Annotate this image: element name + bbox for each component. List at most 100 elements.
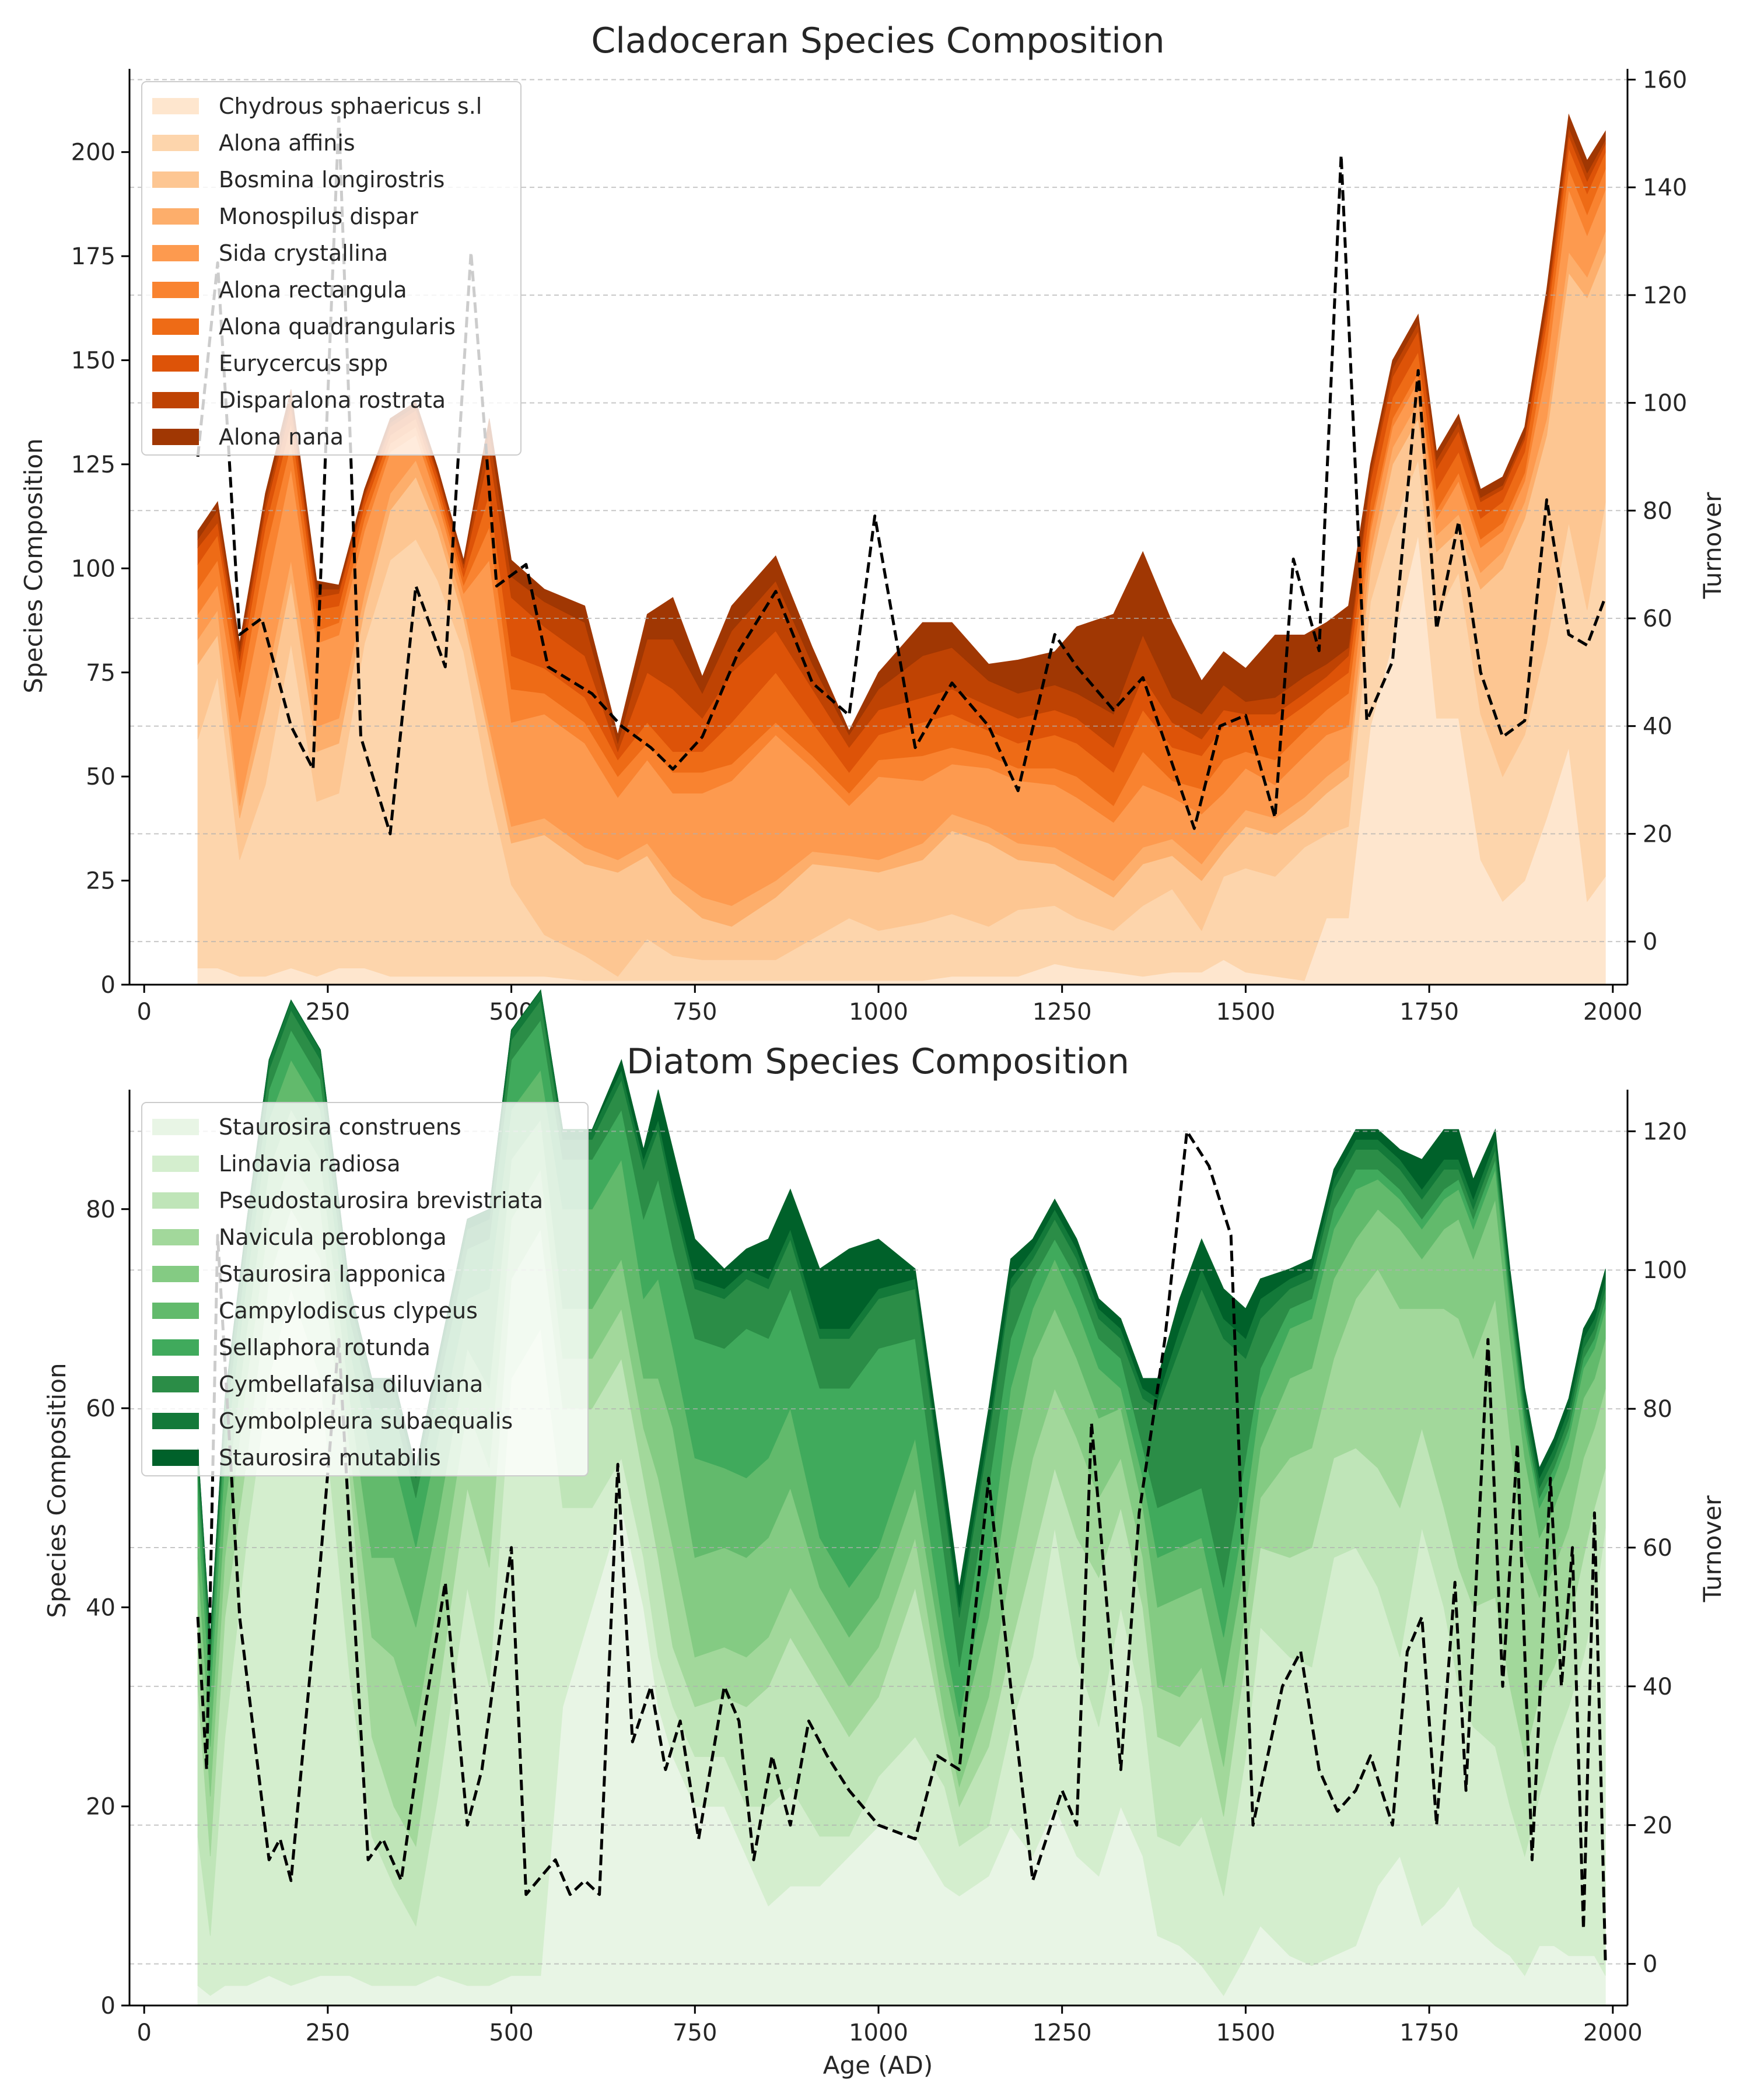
diatom-y-tick-label: 40: [86, 1594, 116, 1621]
cladoceran-x-tick-label: 0: [136, 999, 151, 1026]
cladoceran-y-tick-label: 0: [101, 972, 116, 999]
cladoceran-y-tick-label: 100: [71, 555, 116, 582]
diatom-y-tick-label: 0: [101, 1993, 116, 2020]
diatom-legend-label-7: Sellaphora rotunda: [219, 1335, 430, 1360]
cladoceran-turnover-line: [196, 116, 1607, 835]
diatom-legend-label-6: Campylodiscus clypeus: [219, 1298, 478, 1324]
cladoceran-legend-swatch-10: [152, 429, 199, 445]
cladoceran-legend-box: [141, 81, 522, 456]
diatom-legend-swatch-9: [152, 1413, 199, 1429]
cladoceran-y-tick-label: 125: [71, 452, 116, 478]
cladoceran-y2-tick-label: 80: [1643, 498, 1672, 524]
diatom-y2-tick-label: 80: [1643, 1396, 1672, 1423]
diatom-y-tick-label: 60: [86, 1395, 116, 1422]
diatom-area-10: [197, 989, 1606, 1637]
diatom-axes: 0 250 500 750 1000 1250 1500 1750 2000 0 20 40 60 80 0…: [86, 1090, 1687, 2046]
cladoceran-y-tick-label: 175: [71, 243, 116, 270]
diatom-turnover-line: [196, 1129, 1607, 1964]
cladoceran-legend-swatch-5: [152, 245, 199, 261]
diatom-legend-swatch-5: [152, 1266, 199, 1282]
diatom-x-tick-label: 2000: [1583, 2020, 1643, 2046]
diatom-legend: Staurosira construens Lindavia radiosa Pse…: [141, 1102, 589, 1476]
diatom-x-tick-label: 500: [489, 2020, 533, 2046]
diatom-y2-tick-label: 100: [1643, 1257, 1687, 1284]
cladoceran-legend-swatch-8: [152, 355, 199, 372]
diatom-y-axis-label: Species Composition: [43, 1363, 71, 1618]
diatom-y-tick-label: 20: [86, 1794, 116, 1821]
diatom-legend-swatch-1: [152, 1119, 199, 1135]
cladoceran-x-tick-label: 1500: [1216, 999, 1276, 1026]
cladoceran-legend-swatch-6: [152, 282, 199, 298]
diatom-legend-swatch-2: [152, 1156, 199, 1172]
cladoceran-legend-swatch-4: [152, 208, 199, 225]
diatom-x-tick-label: 1500: [1216, 2020, 1276, 2046]
diatom-x-tick-label: 250: [306, 2020, 350, 2046]
diatom-turnover-path: [196, 1129, 1607, 1964]
cladoceran-y2-tick-label: 160: [1643, 66, 1687, 93]
cladoceran-legend-label-2: Alona affinis: [219, 130, 355, 156]
cladoceran-y2-tick-label: 40: [1643, 713, 1672, 740]
diatom-x-tick-label: 0: [136, 2020, 151, 2046]
diatom-x-tick-label: 1000: [849, 2020, 908, 2046]
diatom-y2-tick-label: 120: [1643, 1118, 1687, 1145]
diatom-legend-label-1: Staurosira construens: [219, 1114, 461, 1140]
cladoceran-chart-title: Cladoceran Species Composition: [591, 20, 1164, 61]
cladoceran-legend: Chydrous sphaericus s.l Alona affinis Bosm…: [141, 81, 522, 456]
cladoceran-legend-swatch-7: [152, 318, 199, 335]
cladoceran-y-tick-label: 200: [71, 139, 116, 166]
diatom-y-tick-label: 80: [86, 1196, 116, 1223]
diatom-legend-swatch-4: [152, 1229, 199, 1245]
cladoceran-legend-label-1: Chydrous sphaericus s.l: [219, 93, 482, 119]
diatom-legend-swatch-8: [152, 1376, 199, 1392]
diatom-legend-label-8: Cymbellafalsa diluviana: [219, 1371, 483, 1397]
diatom-x-tick-label: 750: [673, 2020, 717, 2046]
diatom-x-tick-label: 1750: [1399, 2020, 1459, 2046]
cladoceran-legend-label-10: Alona nana: [219, 424, 344, 450]
cladoceran-legend-swatch-3: [152, 172, 199, 188]
cladoceran-legend-label-8: Eurycercus spp: [219, 351, 388, 376]
cladoceran-turnover-axis-label: Turnover: [1698, 492, 1727, 599]
diatom-chart-title: Diatom Species Composition: [626, 1041, 1129, 1082]
diatom-legend-label-5: Staurosira lapponica: [219, 1261, 446, 1287]
diatom-y2-tick-label: 0: [1643, 1951, 1657, 1978]
diatom-legend-swatch-6: [152, 1303, 199, 1319]
cladoceran-legend-swatch-1: [152, 98, 199, 114]
diatom-y2-tick-label: 20: [1643, 1812, 1672, 1839]
cladoceran-legend-label-3: Bosmina longirostris: [219, 167, 444, 192]
cladoceran-y-tick-label: 50: [86, 764, 116, 790]
diatom-y2-tick-label: 40: [1643, 1674, 1672, 1700]
cladoceran-x-tick-label: 1000: [849, 999, 908, 1026]
cladoceran-area-10: [197, 113, 1606, 744]
cladoceran-legend-label-9: Disparalona rostrata: [219, 387, 446, 413]
cladoceran-y2-tick-label: 100: [1643, 390, 1687, 417]
cladoceran-y2-tick-label: 0: [1643, 929, 1657, 956]
cladoceran-y2-tick-label: 60: [1643, 606, 1672, 632]
cladoceran-legend-label-7: Alona quadrangularis: [219, 314, 456, 340]
cladoceran-legend-label-6: Alona rectangula: [219, 277, 407, 303]
cladoceran-legend-label-5: Sida crystallina: [219, 240, 388, 266]
diatom-legend-swatch-3: [152, 1192, 199, 1209]
cladoceran-panel: 0 250 500 750 1000 1250 1500 1750 20000255075100…: [19, 20, 1727, 1026]
cladoceran-x-tick-label: 2000: [1583, 999, 1643, 1026]
diatom-legend-label-3: Pseudostaurosira brevistriata: [219, 1188, 543, 1213]
diatom-legend-label-4: Navicula peroblonga: [219, 1224, 447, 1250]
cladoceran-y2-tick-label: 120: [1643, 282, 1687, 309]
cladoceran-legend-swatch-2: [152, 135, 199, 151]
diatom-x-axis-label: Age (AD): [823, 2051, 933, 2080]
cladoceran-x-tick-label: 1750: [1399, 999, 1459, 1026]
cladoceran-y-tick-label: 75: [86, 660, 116, 687]
diatom-x-tick-label: 1250: [1032, 2020, 1092, 2046]
diatom-legend-swatch-7: [152, 1339, 199, 1356]
cladoceran-y2-tick-label: 20: [1643, 821, 1672, 848]
cladoceran-x-tick-label: 1250: [1032, 999, 1092, 1026]
diatom-legend-swatch-10: [152, 1450, 199, 1466]
cladoceran-legend-label-4: Monospilus dispar: [219, 204, 418, 229]
cladoceran-axes: 0 250 500 750 1000 1250 1500 1750 20000255075100…: [71, 66, 1688, 1026]
cladoceran-legend-swatch-9: [152, 392, 199, 408]
diatom-legend-label-2: Lindavia radiosa: [219, 1151, 401, 1177]
cladoceran-y-axis-label: Species Composition: [19, 438, 48, 693]
diatom-legend-label-9: Cymbolpleura subaequalis: [219, 1408, 513, 1434]
diatom-turnover-axis-label: Turnover: [1698, 1495, 1727, 1602]
cladoceran-y-tick-label: 25: [86, 868, 116, 895]
